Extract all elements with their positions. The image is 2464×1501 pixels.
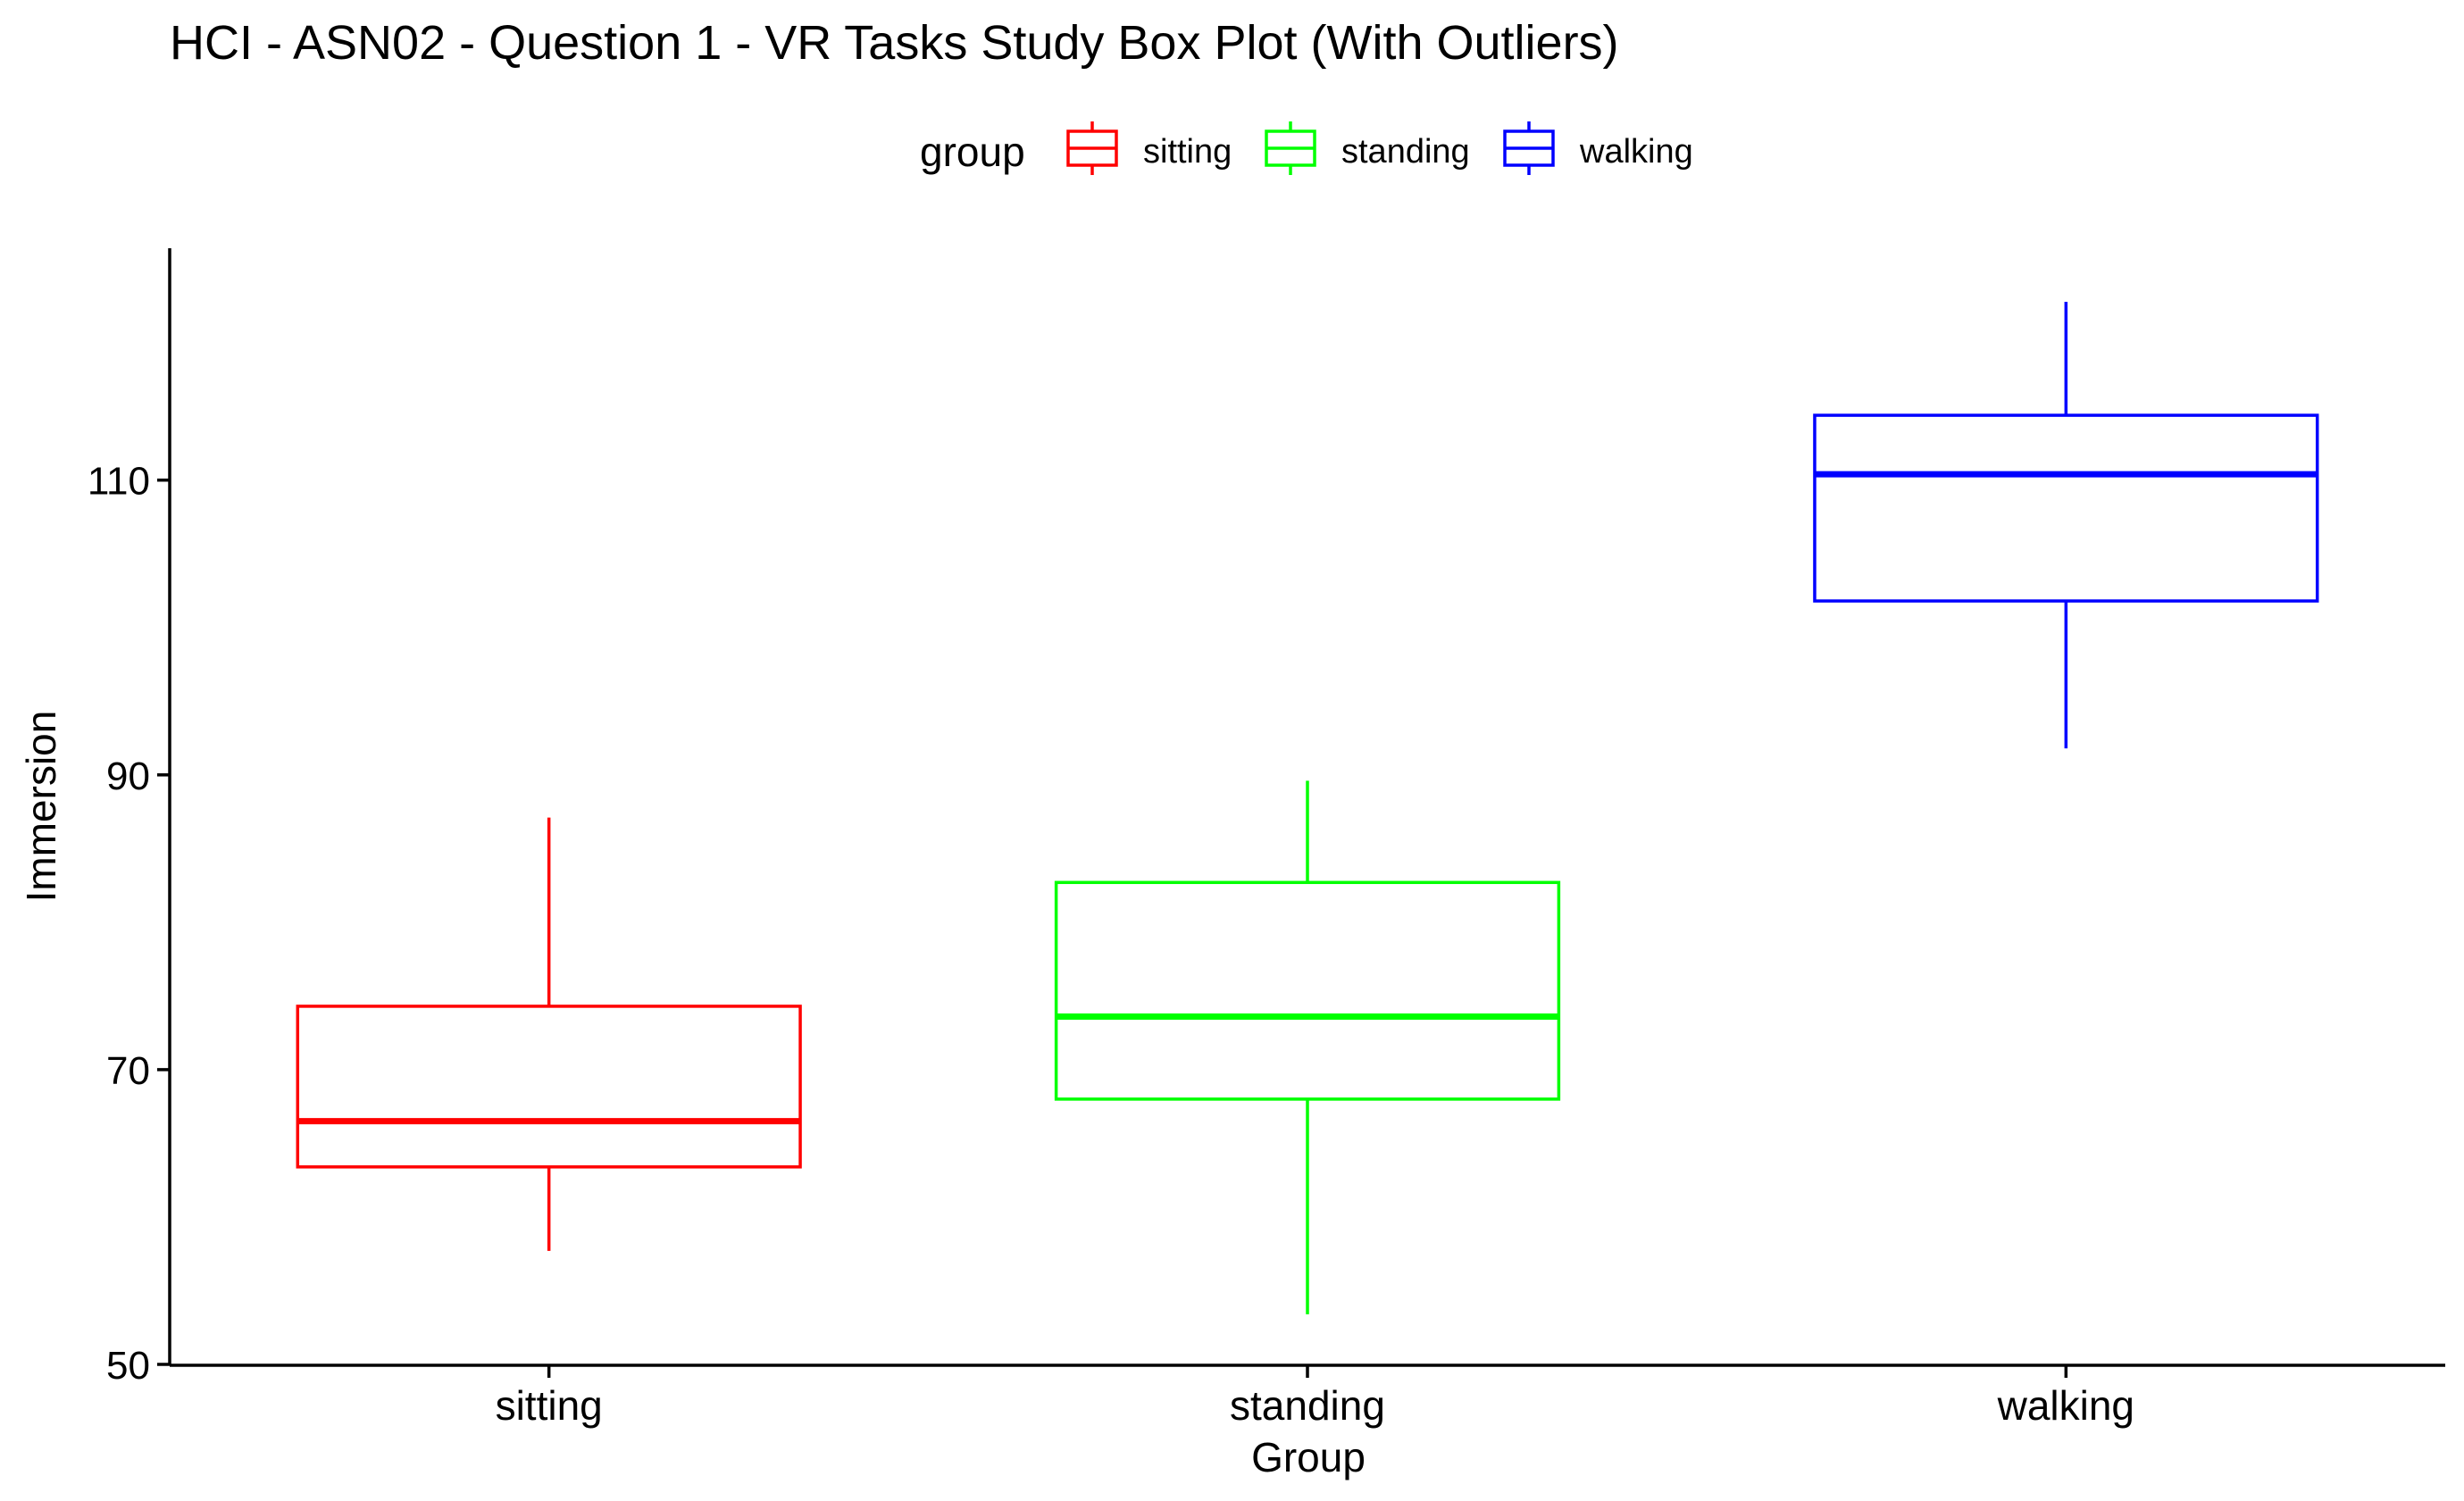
box-walking xyxy=(1813,301,2319,749)
y-tick-label: 50 xyxy=(106,1344,150,1388)
x-tick-label: standing xyxy=(1230,1382,1385,1429)
plot-area xyxy=(296,301,2319,1314)
x-axis-ticks: sitting standing walking xyxy=(496,1365,2134,1429)
y-axis-label: Immersion xyxy=(18,711,64,903)
box-iqr xyxy=(1054,880,1561,1101)
box-iqr xyxy=(296,1005,802,1169)
box-sitting xyxy=(296,817,802,1251)
legend-title: group xyxy=(920,129,1025,175)
legend: group sitting standing walking xyxy=(920,121,1693,175)
legend-item-sitting: sitting xyxy=(1066,121,1232,175)
y-tick-label: 110 xyxy=(88,460,150,504)
x-axis-label: Group xyxy=(1251,1434,1366,1480)
legend-item-standing: standing xyxy=(1265,121,1470,175)
x-tick-label: sitting xyxy=(496,1382,603,1429)
y-tick-label: 70 xyxy=(106,1049,150,1093)
y-tick-label: 90 xyxy=(106,755,150,798)
y-axis-ticks: 50 70 90 110 xyxy=(88,460,170,1388)
legend-label: sitting xyxy=(1143,133,1232,171)
box-standing xyxy=(1054,780,1561,1314)
legend-label: standing xyxy=(1341,133,1470,171)
legend-label: walking xyxy=(1579,133,1693,171)
x-tick-label: walking xyxy=(1997,1382,2134,1429)
box-iqr xyxy=(1813,413,2319,603)
chart-title: HCI - ASN02 - Question 1 - VR Tasks Stud… xyxy=(170,16,1619,70)
legend-item-walking: walking xyxy=(1503,121,1693,175)
